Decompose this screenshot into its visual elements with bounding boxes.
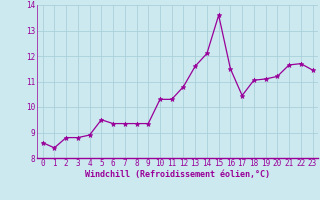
- X-axis label: Windchill (Refroidissement éolien,°C): Windchill (Refroidissement éolien,°C): [85, 170, 270, 179]
